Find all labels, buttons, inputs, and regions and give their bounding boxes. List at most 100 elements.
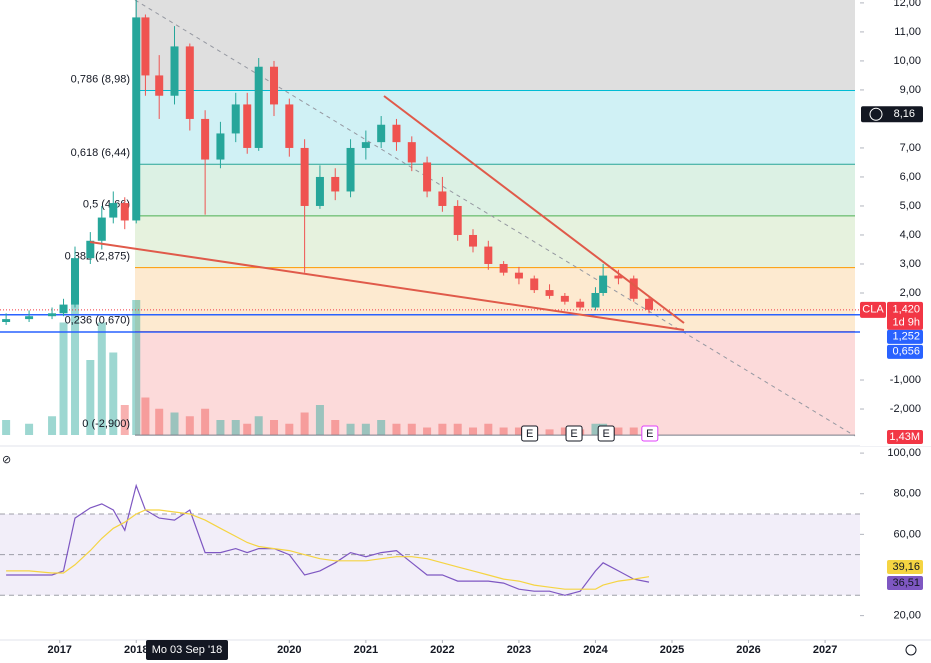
crosshair-price: 8,16 [894,108,915,120]
event-label: E [570,428,577,440]
candle-body [377,124,386,143]
candle-body [346,147,355,192]
candle-body [120,203,129,221]
volume-bar [109,352,118,435]
crosshair-time: Mo 03 Sep '18 [152,644,223,656]
candle-body [132,17,141,221]
fib-bands [135,0,855,436]
event-label: E [603,428,610,440]
icon[interactable]: ⊘ [2,454,11,466]
x-tick-label: 2017 [47,644,71,656]
event-marker[interactable] [565,425,583,442]
candle-body [285,104,294,148]
volume-bar [407,423,416,435]
volume-bar [377,420,386,435]
fib-band [135,164,855,216]
settings-icon[interactable] [905,644,917,656]
candle-body [361,142,370,148]
volume-bar [231,420,240,435]
volume-bar [423,427,432,435]
event-marker[interactable] [641,425,659,442]
volume-bar [86,360,95,435]
volume-bar [315,405,324,435]
symbol-tag [860,301,886,318]
volume-bar [216,420,225,435]
y-tick-label: 7,00 [900,142,921,154]
volume-bar [185,416,194,435]
candle-body [185,46,194,119]
candle-body [231,104,240,134]
candle-body [155,75,164,96]
candle-body [591,292,600,308]
candle-body [141,17,150,76]
volume-bar [71,292,80,435]
volume-bar [155,408,164,435]
rsi-line [6,509,650,590]
x-tick-label: 2021 [354,644,378,656]
event-marker[interactable] [521,425,539,442]
candle-body [109,203,118,218]
crosshair-price-tag [861,106,923,123]
volume-bar [141,397,150,435]
candle-body [423,162,432,192]
volume-bar [453,423,462,435]
rsi-pane [0,483,860,596]
candle-body [97,217,106,241]
volume-bar [469,427,478,435]
candle-body [170,46,179,96]
x-tick-label: 2020 [277,644,301,656]
rsi-value-label: 36,51 [892,577,920,589]
volume-bar [132,300,141,435]
rsi-axis-bg [860,447,931,640]
volume [2,292,654,435]
candle-body [453,205,462,235]
rsi-value-label: 39,16 [892,561,920,573]
candle-body [270,66,279,105]
candle-body [530,278,539,291]
candle-body [254,66,263,148]
symbol-label: CLA [862,304,884,316]
candle-body [48,313,57,317]
plus-icon[interactable] [869,107,883,121]
volume-bar [346,423,355,435]
horizontal-lines [0,309,860,333]
candle-body [2,319,11,323]
event-marker[interactable] [597,425,615,442]
y-tick-label: 4,00 [900,229,921,241]
volume-bar [254,416,263,435]
price-line-label: 1,252 [892,331,920,343]
volume-bar [300,412,309,435]
fib-band [135,267,855,332]
y-tick-label: -1,000 [890,374,921,386]
x-tick-label: 2025 [660,644,684,656]
x-tick-label: 2023 [507,644,531,656]
candle-body [438,191,447,206]
volume-bar [170,412,179,435]
fib-band [135,331,855,436]
rsi-line [6,483,650,596]
y-tick-label: 11,00 [894,26,921,38]
volume-bar [201,408,210,435]
price-line-label: 0,656 [892,346,920,358]
y-tick-label: 2,00 [900,287,921,299]
candle-body [407,142,416,163]
candle-body [560,295,569,302]
volume-bar [361,423,370,435]
candle-body [86,240,95,259]
trend-line [383,95,685,324]
volume-tag [887,430,923,444]
x-tick-label: 2026 [736,644,760,656]
fib-band [135,215,855,268]
fib-band [135,0,855,91]
volume-bar [560,427,569,435]
volume-bar [25,423,34,435]
rsi-value-tag [887,560,923,574]
volume-bar [2,420,11,435]
fib-band [135,90,855,165]
volume-bar [243,423,252,435]
volume-bar [331,420,340,435]
rsi-y-tick-label: 100,00 [887,447,921,459]
